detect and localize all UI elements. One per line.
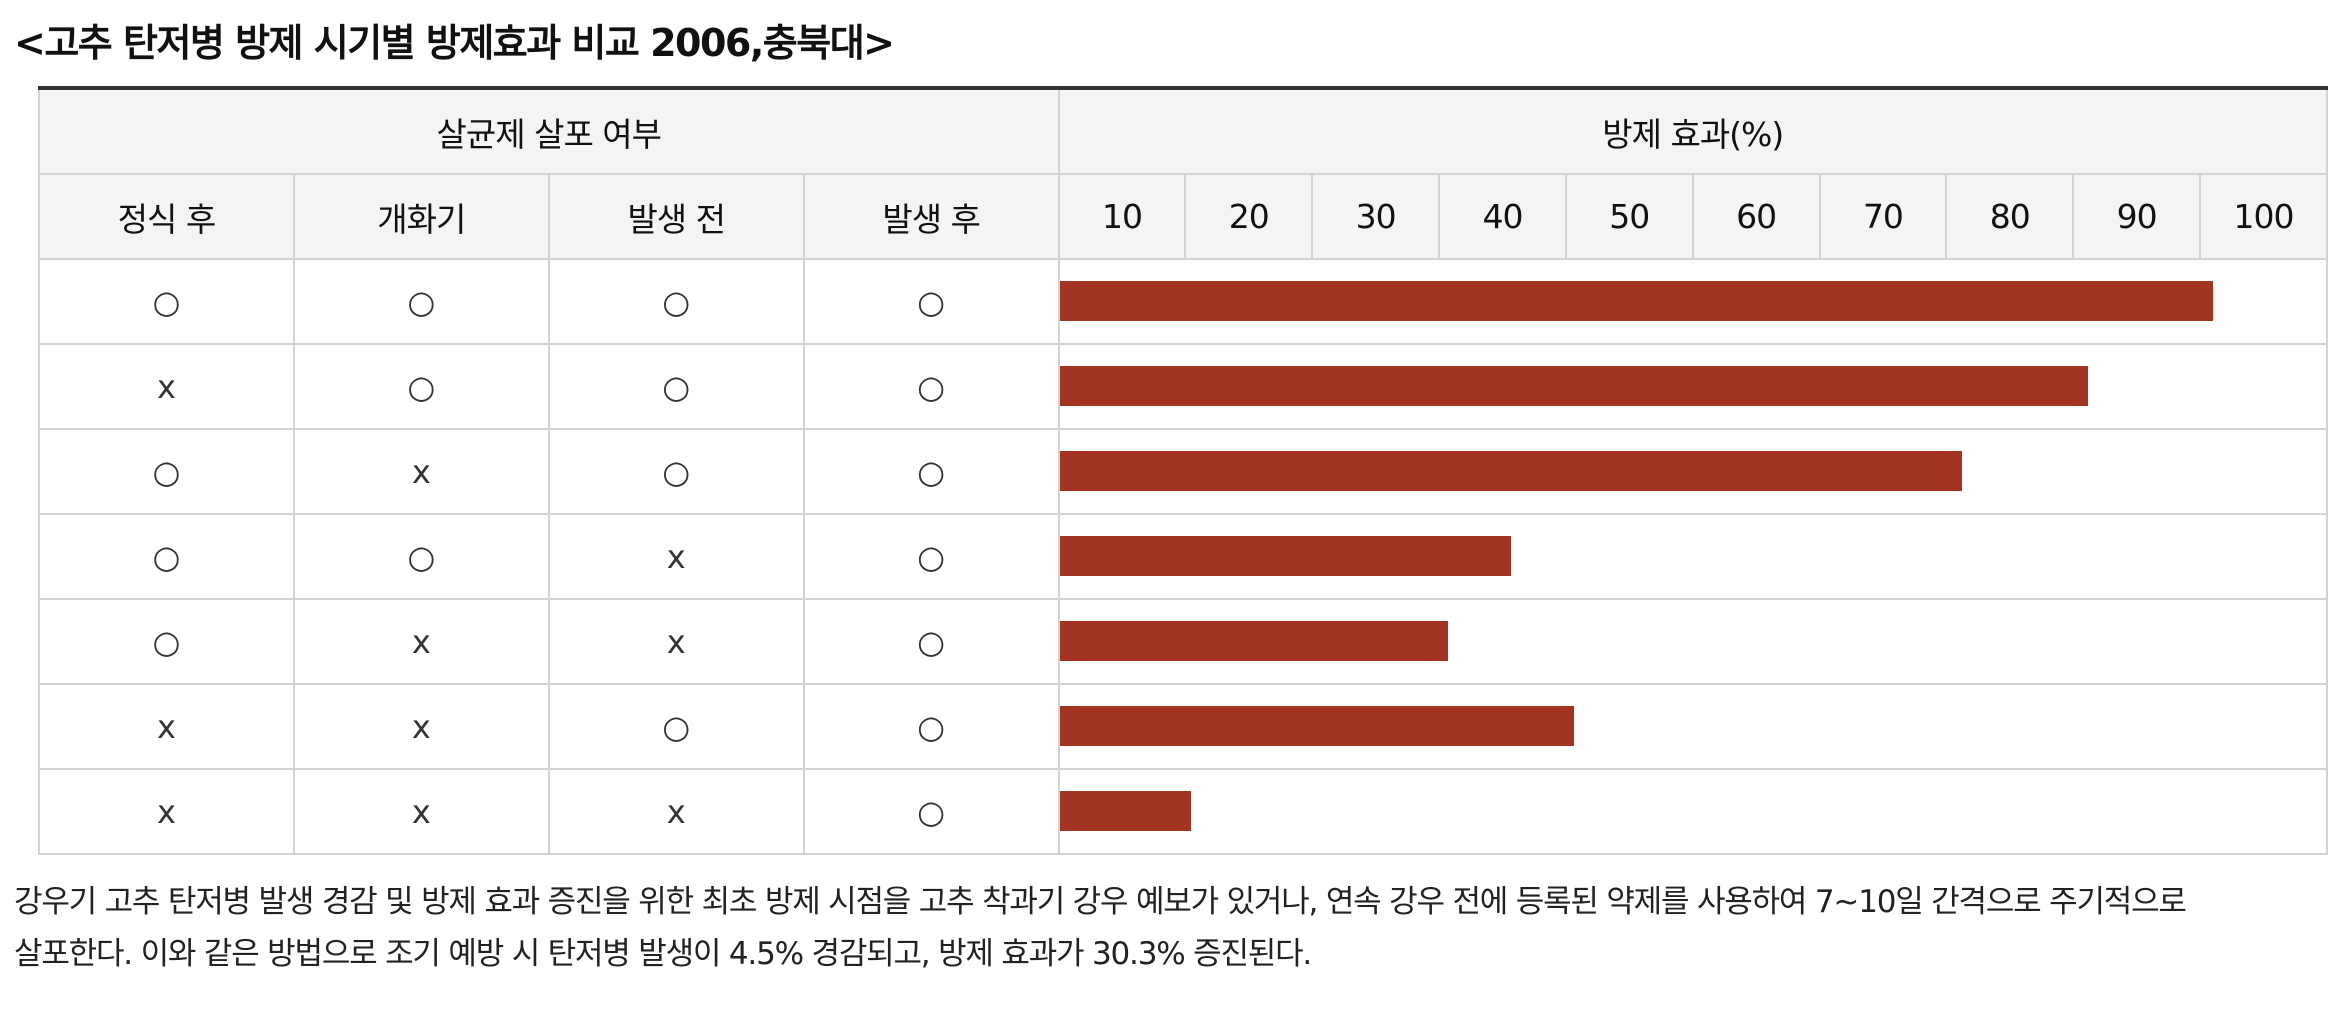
applied-mark: ○: [38, 428, 295, 515]
x-tick-label: 20: [1184, 173, 1314, 260]
not-applied-mark: x: [292, 598, 550, 685]
applied-mark: ○: [38, 513, 295, 600]
applied-mark: ○: [547, 343, 805, 430]
applied-mark: ○: [802, 428, 1060, 515]
bar-cell: [1057, 258, 2329, 345]
not-applied-mark: x: [38, 343, 295, 430]
table-row: ○ x x ○: [38, 598, 2329, 685]
description: 강우기 고추 탄저병 발생 경감 및 방제 효과 증진을 위한 최초 방제 시점…: [14, 876, 2334, 980]
chart-title: <고추 탄저병 방제 시기별 방제효과 비교 2006,충북대>: [14, 21, 895, 65]
applied-mark: ○: [38, 258, 295, 345]
bar-cell: [1057, 513, 2329, 600]
description-line-2: 살포한다. 이와 같은 방법으로 조기 예방 시 탄저병 발생이 4.5% 경감…: [14, 936, 1312, 972]
applied-mark: ○: [547, 428, 805, 515]
header-before-outbreak: 발생 전: [547, 173, 805, 260]
table-row: ○ ○ ○ ○: [38, 258, 2329, 345]
control-effect-table: 살균제 살포 여부 방제 효과(%) 정식 후 개화기 발생 전 발생 후 10…: [38, 86, 2329, 855]
x-tick-label: 30: [1311, 173, 1441, 260]
applied-mark: ○: [292, 513, 550, 600]
header-fungicide-application: 살균제 살포 여부: [38, 86, 1060, 175]
not-applied-mark: x: [292, 683, 550, 770]
x-tick-label: 60: [1691, 173, 1821, 260]
table-row: x x x ○: [38, 768, 2329, 855]
header-control-effect: 방제 효과(%): [1057, 86, 2329, 175]
applied-mark: ○: [802, 598, 1060, 685]
not-applied-mark: x: [292, 428, 550, 515]
effect-bar: [1059, 706, 1574, 746]
description-line-1: 강우기 고추 탄저병 발생 경감 및 방제 효과 증진을 위한 최초 방제 시점…: [14, 884, 2187, 920]
effect-bar: [1059, 451, 1963, 491]
applied-mark: ○: [292, 343, 550, 430]
header-after-outbreak: 발생 후: [802, 173, 1060, 260]
applied-mark: ○: [802, 343, 1060, 430]
not-applied-mark: x: [38, 683, 295, 770]
not-applied-mark: x: [547, 513, 805, 600]
x-tick-label: 10: [1057, 173, 1187, 260]
not-applied-mark: x: [38, 768, 295, 855]
bar-cell: [1057, 598, 2329, 685]
not-applied-mark: x: [547, 598, 805, 685]
x-tick-label: 50: [1564, 173, 1694, 260]
applied-mark: ○: [547, 258, 805, 345]
effect-bar: [1059, 366, 2088, 406]
applied-mark: ○: [38, 598, 295, 685]
bar-cell: [1057, 343, 2329, 430]
bar-cell: [1057, 768, 2329, 855]
applied-mark: ○: [292, 258, 550, 345]
applied-mark: ○: [802, 683, 1060, 770]
table-row: ○ ○ x ○: [38, 513, 2329, 600]
table-row: ○ x ○ ○: [38, 428, 2329, 515]
bar-cell: [1057, 683, 2329, 770]
effect-bar: [1059, 791, 1192, 831]
applied-mark: ○: [802, 258, 1060, 345]
table-row: x ○ ○ ○: [38, 343, 2329, 430]
applied-mark: ○: [802, 768, 1060, 855]
applied-mark: ○: [802, 513, 1060, 600]
x-tick-label: 90: [2072, 173, 2202, 260]
applied-mark: ○: [547, 683, 805, 770]
effect-bar: [1059, 281, 2214, 321]
effect-bar: [1059, 536, 1511, 576]
x-tick-label: 70: [1818, 173, 1948, 260]
bar-cell: [1057, 428, 2329, 515]
x-tick-label: 100: [2199, 173, 2328, 260]
x-tick-label: 40: [1438, 173, 1567, 260]
header-after-planting: 정식 후: [38, 173, 295, 260]
x-tick-label: 80: [1945, 173, 2075, 260]
table-row: x x ○ ○: [38, 683, 2329, 770]
not-applied-mark: x: [547, 768, 805, 855]
table-body: ○ ○ ○ ○ x ○ ○ ○ ○ x ○ ○ ○ ○ x ○ ○ x x ○ x x ○ ○ x x x ○: [38, 258, 2329, 855]
effect-bar: [1059, 621, 1449, 661]
header-flowering: 개화기: [292, 173, 550, 260]
not-applied-mark: x: [292, 768, 550, 855]
